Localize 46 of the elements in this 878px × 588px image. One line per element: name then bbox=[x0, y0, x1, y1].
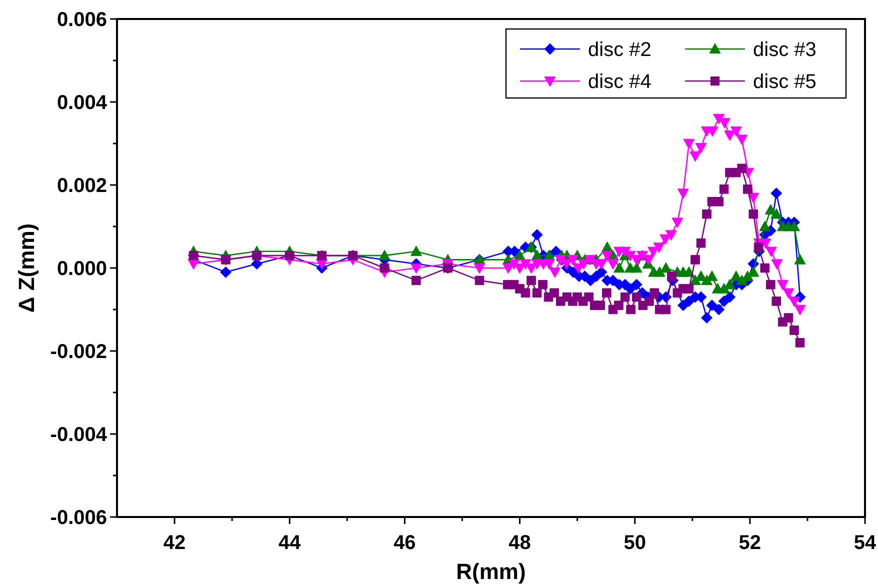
x-tick-label: 52 bbox=[738, 532, 762, 554]
point bbox=[724, 291, 736, 303]
point bbox=[724, 278, 736, 290]
point bbox=[764, 204, 776, 215]
y-tick-label: -0.002 bbox=[50, 341, 107, 363]
y-tick-label: 0.000 bbox=[56, 258, 107, 280]
y-tick-label: -0.004 bbox=[50, 424, 108, 446]
point bbox=[220, 266, 232, 278]
x-axis-title: R(mm) bbox=[456, 559, 526, 584]
point bbox=[770, 188, 782, 200]
legend-label: disc #4 bbox=[588, 71, 652, 93]
point bbox=[531, 229, 543, 241]
point bbox=[596, 266, 608, 278]
point bbox=[410, 246, 422, 256]
point bbox=[683, 266, 695, 277]
point bbox=[730, 270, 742, 281]
point bbox=[660, 262, 672, 273]
x-tick-label: 50 bbox=[624, 532, 646, 554]
point bbox=[713, 304, 725, 316]
point bbox=[770, 208, 782, 219]
point bbox=[630, 278, 642, 290]
point bbox=[378, 250, 390, 260]
x-tick-label: 44 bbox=[278, 532, 302, 554]
y-tick-label: 0.004 bbox=[56, 92, 108, 114]
legend-label: disc #3 bbox=[753, 39, 816, 61]
point bbox=[706, 300, 718, 312]
x-tick-label: 42 bbox=[163, 532, 186, 554]
y-tick-label: 0.002 bbox=[56, 175, 107, 197]
point bbox=[788, 220, 800, 232]
legend-label: disc #2 bbox=[588, 39, 652, 61]
y-axis-title: Δ Z(mm) bbox=[14, 223, 39, 313]
point bbox=[748, 266, 760, 277]
legend-label: disc #5 bbox=[753, 71, 816, 93]
point bbox=[654, 266, 666, 277]
point bbox=[701, 312, 713, 324]
x-tick-label: 48 bbox=[508, 532, 531, 554]
y-tick-label: 0.006 bbox=[56, 9, 107, 31]
x-tick-label: 54 bbox=[854, 532, 877, 554]
point bbox=[794, 254, 806, 264]
point bbox=[614, 262, 626, 273]
point bbox=[550, 246, 562, 258]
point bbox=[630, 262, 642, 273]
y-tick-label: -0.006 bbox=[50, 507, 107, 529]
point bbox=[683, 295, 695, 307]
x-tick-label: 46 bbox=[394, 532, 416, 554]
point bbox=[759, 220, 771, 232]
